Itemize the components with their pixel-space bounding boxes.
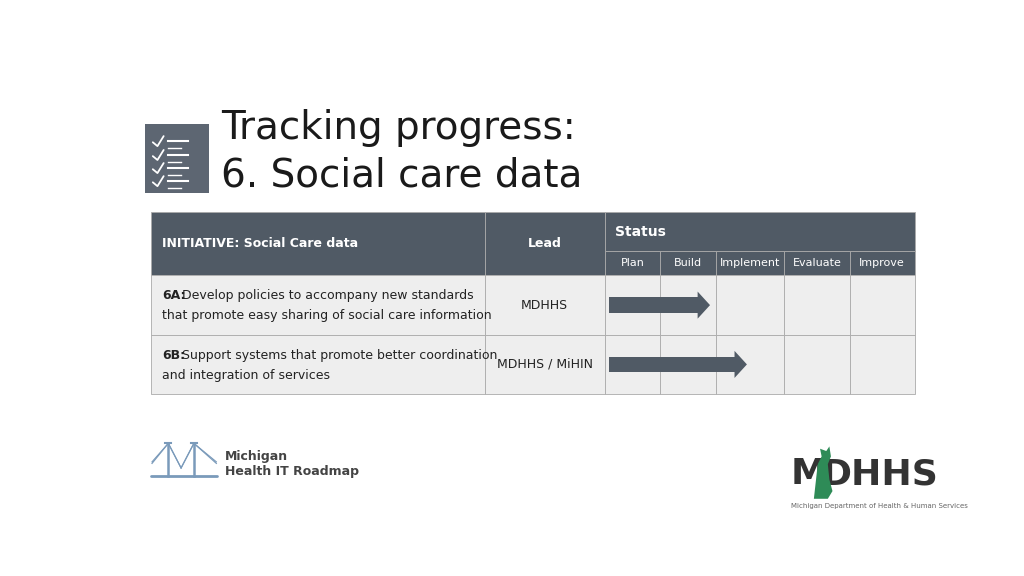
FancyBboxPatch shape: [784, 251, 850, 275]
Text: Build: Build: [674, 258, 702, 268]
Polygon shape: [609, 297, 697, 313]
Text: Evaluate: Evaluate: [793, 258, 842, 268]
Text: Implement: Implement: [720, 258, 780, 268]
Polygon shape: [609, 357, 734, 372]
FancyBboxPatch shape: [850, 275, 914, 335]
FancyBboxPatch shape: [604, 275, 660, 335]
Text: 6B:: 6B:: [162, 348, 185, 362]
FancyBboxPatch shape: [850, 251, 914, 275]
Text: Plan: Plan: [621, 258, 644, 268]
Text: INITIATIVE: Social Care data: INITIATIVE: Social Care data: [162, 237, 358, 251]
Text: Lead: Lead: [527, 237, 561, 251]
FancyBboxPatch shape: [145, 124, 209, 193]
Text: 6A:: 6A:: [162, 289, 185, 302]
FancyBboxPatch shape: [152, 335, 484, 394]
FancyBboxPatch shape: [152, 275, 484, 335]
FancyBboxPatch shape: [660, 251, 716, 275]
Text: and integration of services: and integration of services: [162, 369, 330, 382]
FancyBboxPatch shape: [716, 335, 784, 394]
FancyBboxPatch shape: [660, 335, 716, 394]
FancyBboxPatch shape: [784, 275, 850, 335]
Text: Improve: Improve: [859, 258, 905, 268]
FancyBboxPatch shape: [850, 335, 914, 394]
Text: MDHHS / MiHIN: MDHHS / MiHIN: [497, 358, 593, 371]
Text: that promote easy sharing of social care information: that promote easy sharing of social care…: [162, 309, 492, 323]
FancyBboxPatch shape: [716, 251, 784, 275]
Text: MDHHS: MDHHS: [521, 298, 568, 312]
FancyBboxPatch shape: [484, 213, 604, 275]
FancyBboxPatch shape: [716, 275, 784, 335]
FancyBboxPatch shape: [484, 275, 604, 335]
Text: Health IT Roadmap: Health IT Roadmap: [225, 465, 358, 478]
Text: DHHS: DHHS: [821, 457, 939, 491]
Text: Michigan: Michigan: [225, 450, 288, 463]
FancyBboxPatch shape: [660, 275, 716, 335]
Text: Support systems that promote better coordination: Support systems that promote better coor…: [178, 348, 498, 362]
Polygon shape: [697, 291, 710, 319]
Text: Michigan Department of Health & Human Services: Michigan Department of Health & Human Se…: [791, 503, 968, 510]
FancyBboxPatch shape: [604, 335, 660, 394]
Text: Develop policies to accompany new standards: Develop policies to accompany new standa…: [178, 289, 473, 302]
FancyBboxPatch shape: [152, 213, 484, 275]
FancyBboxPatch shape: [484, 335, 604, 394]
Text: 6. Social care data: 6. Social care data: [221, 156, 583, 194]
Polygon shape: [734, 351, 746, 378]
FancyBboxPatch shape: [604, 251, 660, 275]
Text: M: M: [791, 457, 826, 491]
Polygon shape: [814, 446, 833, 499]
FancyBboxPatch shape: [604, 213, 914, 251]
Text: Tracking progress:: Tracking progress:: [221, 109, 575, 147]
Text: Status: Status: [615, 225, 667, 238]
FancyBboxPatch shape: [784, 335, 850, 394]
